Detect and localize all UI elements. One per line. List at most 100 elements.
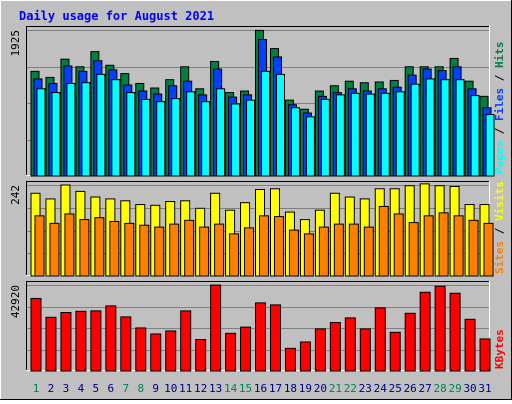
bar-pages-day-20: [320, 98, 330, 177]
bar-sites-day-14: [229, 233, 240, 277]
bar-sites-day-2: [49, 222, 60, 277]
bar-pages-day-11: [186, 91, 196, 177]
bar-pages-day-13: [216, 88, 226, 177]
ymax-label: 42920: [9, 285, 22, 318]
ymax-label: 1925: [9, 30, 22, 57]
x-tick-label-day-21: 21: [329, 382, 342, 395]
x-tick-label-day-1: 1: [33, 382, 40, 395]
legend-visits_sites: Sites / Visits: [493, 181, 506, 274]
bar-pages-day-28: [440, 79, 450, 177]
legend-part: Visits: [493, 181, 506, 227]
bar-kbytes-day-14: [225, 332, 237, 372]
legend-part: /: [493, 227, 506, 241]
legend-part: /: [493, 74, 506, 88]
x-tick-label-day-29: 29: [448, 382, 461, 395]
x-tick-label-day-23: 23: [359, 382, 372, 395]
x-tick-label-day-25: 25: [389, 382, 402, 395]
bar-kbytes-day-9: [150, 333, 162, 372]
bar-pages-day-10: [171, 98, 181, 177]
bar-pages-day-23: [365, 93, 375, 177]
bar-sites-day-19: [303, 233, 314, 277]
bar-pages-day-3: [66, 82, 76, 177]
bar-kbytes-day-6: [105, 305, 117, 372]
x-tick-label-day-3: 3: [63, 382, 70, 395]
bar-sites-day-5: [94, 217, 105, 277]
bar-kbytes-day-13: [210, 284, 222, 372]
x-tick-label-day-14: 14: [224, 382, 238, 395]
bar-kbytes-day-17: [269, 304, 281, 372]
bar-sites-day-24: [378, 205, 389, 277]
bar-sites-day-17: [273, 216, 284, 277]
ymax-label: 242: [9, 185, 22, 205]
bar-pages-day-21: [335, 94, 345, 177]
bar-kbytes-day-7: [120, 316, 132, 372]
bar-kbytes-day-28: [434, 285, 446, 372]
x-tick-label-day-10: 10: [164, 382, 177, 395]
bar-pages-day-18: [290, 107, 300, 177]
x-tick-label-day-12: 12: [194, 382, 207, 395]
bar-kbytes-day-2: [45, 316, 57, 372]
x-tick-label-day-11: 11: [179, 382, 192, 395]
bar-sites-day-16: [259, 215, 270, 277]
panel-kbytes: 42920 KBytes: [9, 281, 506, 372]
bar-sites-day-28: [438, 212, 449, 277]
x-tick-label-day-17: 17: [269, 382, 282, 395]
x-tick-label-day-26: 26: [404, 382, 417, 395]
bar-kbytes-day-3: [60, 311, 72, 372]
bar-sites-day-30: [468, 219, 479, 277]
bar-kbytes-day-10: [165, 330, 177, 372]
bar-pages-day-14: [231, 103, 241, 177]
bar-sites-day-20: [318, 226, 329, 277]
bar-kbytes-day-22: [344, 317, 356, 372]
legend-hits_files_pages: Pages / Files / Hits: [493, 42, 506, 175]
bar-kbytes-day-30: [464, 318, 476, 372]
legend-part: /: [493, 127, 506, 141]
bar-sites-day-23: [363, 226, 374, 277]
bar-pages-day-17: [275, 73, 285, 177]
bar-sites-day-13: [214, 223, 225, 277]
legend-kbytes: KBytes: [493, 329, 506, 369]
bar-kbytes-day-8: [135, 327, 147, 372]
bar-sites-day-31: [483, 222, 494, 277]
bar-kbytes-day-29: [449, 292, 461, 372]
bar-sites-day-8: [139, 224, 150, 277]
bar-sites-day-12: [199, 226, 210, 277]
x-tick-label-day-27: 27: [419, 382, 432, 395]
bar-sites-day-18: [288, 229, 299, 277]
bar-sites-day-21: [333, 223, 344, 277]
x-tick-label-day-8: 8: [137, 382, 144, 395]
bar-pages-day-29: [455, 79, 465, 177]
bar-sites-day-7: [124, 222, 135, 277]
bar-kbytes-day-16: [255, 302, 267, 372]
bar-pages-day-15: [246, 99, 256, 177]
bar-kbytes-day-1: [30, 297, 42, 372]
x-tick-label-day-19: 19: [299, 382, 312, 395]
bar-kbytes-day-27: [419, 291, 431, 372]
x-tick-label-day-4: 4: [78, 382, 85, 395]
x-tick-label-day-22: 22: [344, 382, 357, 395]
bar-pages-day-7: [126, 92, 136, 177]
bar-kbytes-day-4: [75, 310, 87, 372]
bar-sites-day-3: [64, 213, 75, 277]
x-tick-label-day-30: 30: [463, 382, 476, 395]
bar-sites-day-27: [423, 215, 434, 277]
x-tick-label-day-15: 15: [239, 382, 252, 395]
legend-part: Hits: [493, 42, 506, 75]
bar-pages-day-31: [485, 114, 495, 177]
chart-title: Daily usage for August 2021: [19, 9, 214, 23]
bar-pages-day-1: [36, 88, 46, 177]
bar-kbytes-day-31: [479, 338, 491, 372]
bar-sites-day-15: [244, 227, 255, 277]
bar-pages-day-4: [81, 82, 91, 177]
panel-visits_sites: 242 Sites / Visits: [9, 181, 506, 277]
bar-pages-day-2: [51, 92, 61, 177]
bar-sites-day-9: [154, 226, 165, 277]
bar-pages-day-6: [111, 79, 121, 177]
bar-kbytes-day-25: [389, 331, 401, 372]
bar-sites-day-11: [184, 219, 195, 277]
x-tick-label-day-18: 18: [284, 382, 297, 395]
bar-kbytes-day-19: [299, 341, 311, 372]
bar-sites-day-26: [408, 222, 419, 277]
